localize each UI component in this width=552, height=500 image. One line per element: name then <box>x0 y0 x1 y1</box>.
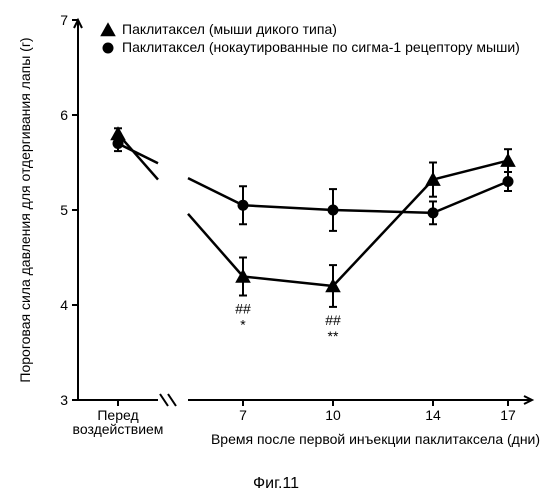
x-tick-label: 14 <box>425 407 441 423</box>
y-tick-label: 4 <box>60 297 68 313</box>
legend-label: Паклитаксел (нокаутированные по сигма-1 … <box>122 39 520 55</box>
marker-circle <box>238 200 249 211</box>
marker-circle <box>113 138 124 149</box>
y-tick-label: 3 <box>60 392 68 408</box>
chart-container: 3 4 5 6 7 Пороговая сила давления для отдерги… <box>0 0 552 500</box>
x-tick-label: 7 <box>239 407 247 423</box>
x-tick-label: воздействием <box>73 421 164 437</box>
marker-circle <box>328 205 339 216</box>
y-axis-label: Пороговая сила давления для отдергивания… <box>17 37 33 382</box>
significance-annotation: ## <box>235 301 251 317</box>
x-tick-label: 17 <box>500 407 516 423</box>
y-tick-label: 7 <box>60 12 68 28</box>
marker-circle <box>428 207 439 218</box>
chart-svg: 3 4 5 6 7 Пороговая сила давления для отдерги… <box>0 0 552 500</box>
significance-annotation: ## <box>325 312 341 328</box>
significance-annotation: ** <box>328 328 339 344</box>
marker-circle <box>103 43 114 54</box>
marker-circle <box>503 176 514 187</box>
y-tick-label: 6 <box>60 107 68 123</box>
figure-caption: Фиг.11 <box>253 475 299 492</box>
legend-label: Паклитаксел (мыши дикого типа) <box>122 21 337 37</box>
x-axis-label: Время после первой инъекции паклитаксела… <box>211 431 540 447</box>
y-tick-label: 5 <box>60 202 68 218</box>
significance-annotation: * <box>240 317 246 333</box>
x-tick-label: 10 <box>325 407 341 423</box>
